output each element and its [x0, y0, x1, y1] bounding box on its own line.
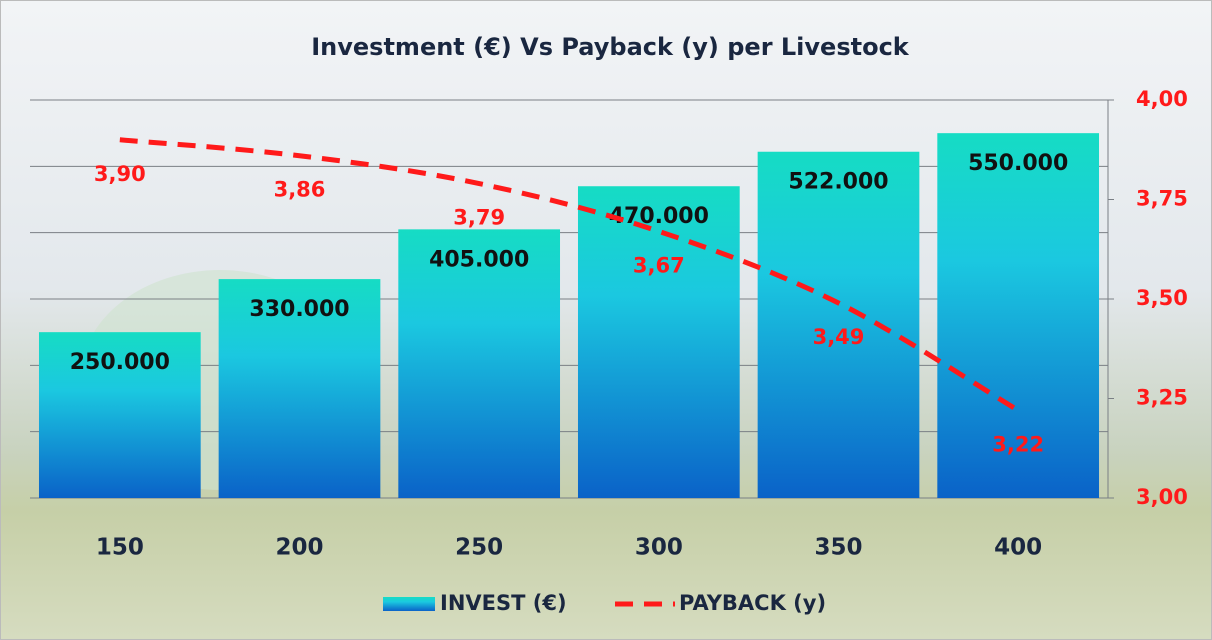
y2-tick-label: 3,25	[1136, 386, 1188, 410]
bar-value-label: 470.000	[609, 204, 709, 229]
y2-tick-label: 4,00	[1136, 87, 1188, 111]
bar-value-label: 550.000	[968, 151, 1068, 176]
bar-value-label: 330.000	[249, 297, 349, 322]
line-value-label: 3,67	[633, 253, 685, 277]
y2-tick-label: 3,50	[1136, 286, 1188, 310]
line-value-label: 3,22	[992, 432, 1044, 456]
chart-title: Investment (€) Vs Payback (y) per Livest…	[311, 33, 910, 61]
line-value-label: 3,86	[274, 178, 326, 202]
bar	[398, 229, 561, 498]
x-tick-label: 300	[635, 535, 683, 561]
line-value-label: 3,79	[453, 206, 505, 230]
legend-swatch	[383, 597, 435, 611]
y2-tick-label: 3,75	[1136, 187, 1188, 211]
bar	[757, 151, 920, 499]
bar-value-label: 405.000	[429, 247, 529, 272]
line-value-label: 3,49	[813, 325, 865, 349]
line-value-label: 3,90	[94, 162, 146, 186]
bar-value-label: 250.000	[70, 350, 170, 375]
y2-tick-label: 3,00	[1136, 485, 1188, 509]
x-tick-label: 400	[994, 535, 1042, 561]
legend-label: PAYBACK (y)	[679, 591, 826, 615]
bar	[38, 332, 201, 498]
x-tick-label: 150	[96, 535, 144, 561]
x-tick-label: 350	[814, 535, 862, 561]
x-tick-label: 250	[455, 535, 503, 561]
line	[119, 137, 1020, 413]
bar	[937, 133, 1100, 498]
bar-value-label: 522.000	[788, 170, 888, 195]
bar	[577, 186, 740, 498]
bar	[218, 279, 381, 498]
legend-label: INVEST (€)	[440, 591, 567, 615]
x-tick-label: 200	[275, 535, 323, 561]
